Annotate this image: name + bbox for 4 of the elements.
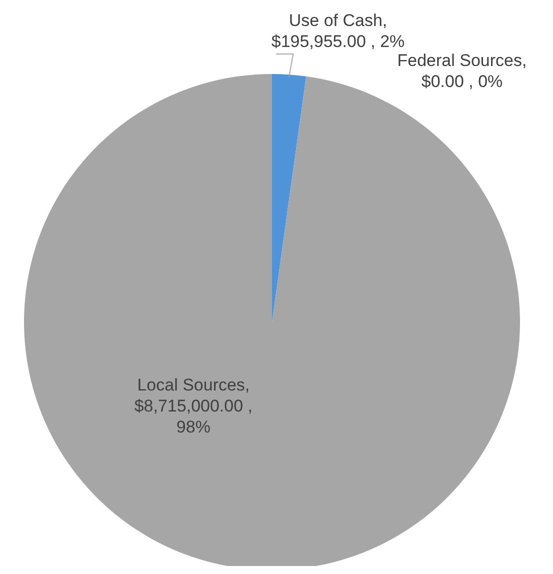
- slice-label: Local Sources, $8,715,000.00 , 98%: [134, 375, 253, 436]
- slice-label: Use of Cash, $195,955.00 , 2%: [271, 11, 405, 51]
- category-label: Federal Sources,: [397, 51, 527, 70]
- text: $0.00 , 0%: [421, 72, 503, 91]
